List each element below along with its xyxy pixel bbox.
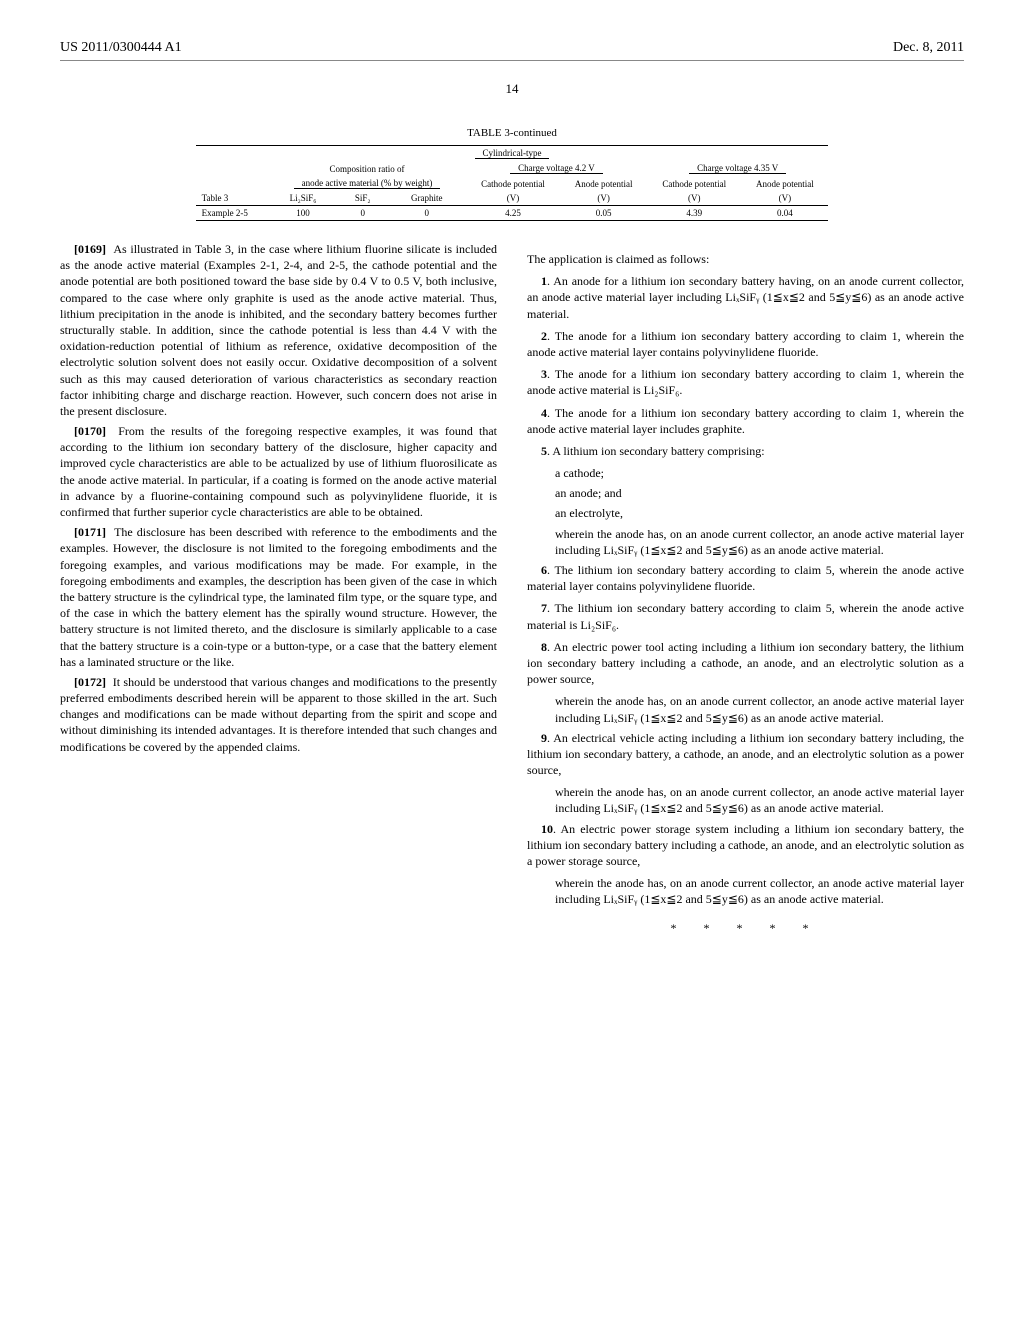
para-num: [0172] (74, 675, 106, 689)
claims-intro: The application is claimed as follows: (527, 251, 964, 267)
cell: 100 (268, 206, 338, 221)
claim-text: . The anode for a lithium ion secondary … (527, 329, 964, 359)
col-anode-pot-2: Anode potential (741, 176, 828, 191)
claim-5-sub: a cathode; (545, 465, 964, 481)
col-group-charge1: Charge voltage 4.2 V (510, 163, 603, 174)
doc-date: Dec. 8, 2011 (893, 40, 964, 56)
col-group-composition-sub: anode active material (% by weight) (294, 178, 441, 189)
col-group-composition: Composition ratio of (268, 161, 466, 176)
col-label: Table 3 (196, 191, 269, 206)
claim-2: 2. The anode for a lithium ion secondary… (527, 328, 964, 360)
cell: 0.05 (560, 206, 647, 221)
claim-7: 7. The lithium ion secondary battery acc… (527, 600, 964, 632)
claim-5-sub: an anode; and (545, 485, 964, 501)
claim-text: . The anode for a lithium ion secondary … (527, 406, 964, 436)
cell: 0 (338, 206, 388, 221)
claim-text: . The lithium ion secondary battery acco… (527, 563, 964, 593)
row-label: Example 2-5 (196, 206, 269, 221)
left-column: [0169] As illustrated in Table 3, in the… (60, 241, 497, 936)
doc-number: US 2011/0300444 A1 (60, 40, 182, 56)
page-header: US 2011/0300444 A1 Dec. 8, 2011 (60, 40, 964, 61)
para-text: From the results of the foregoing respec… (60, 424, 497, 519)
claim-4: 4. The anode for a lithium ion secondary… (527, 405, 964, 437)
claim-6: 6. The lithium ion secondary battery acc… (527, 562, 964, 594)
claim-num: 10 (541, 822, 553, 836)
cell: 4.39 (647, 206, 741, 221)
claim-3: 3. The anode for a lithium ion secondary… (527, 366, 964, 398)
unit-v4: (V) (741, 191, 828, 206)
unit-v2: (V) (560, 191, 647, 206)
cell: 4.25 (466, 206, 560, 221)
col-sif2: SiF₂ (338, 191, 388, 206)
claim-text: . The lithium ion secondary battery acco… (527, 601, 964, 631)
col-anode-pot-1: Anode potential (560, 176, 647, 191)
claim-8-sub: wherein the anode has, on an anode curre… (545, 693, 964, 725)
paragraph-0171: [0171] The disclosure has been described… (60, 524, 497, 670)
claim-5-sub: an electrolyte, (545, 505, 964, 521)
para-text: The disclosure has been described with r… (60, 525, 497, 669)
col-cathode-pot-2: Cathode potential (647, 176, 741, 191)
two-column-body: [0169] As illustrated in Table 3, in the… (60, 241, 964, 936)
claim-8: 8. An electric power tool acting includi… (527, 639, 964, 688)
claim-text: . An electrical vehicle acting including… (527, 731, 964, 777)
claim-text: . The anode for a lithium ion secondary … (527, 367, 964, 397)
para-num: [0171] (74, 525, 106, 539)
unit-v1: (V) (466, 191, 560, 206)
claim-10: 10. An electric power storage system inc… (527, 821, 964, 870)
cell: 0 (388, 206, 466, 221)
claim-9-sub: wherein the anode has, on an anode curre… (545, 784, 964, 816)
paragraph-0170: [0170] From the results of the foregoing… (60, 423, 497, 520)
table-subcaption: Cylindrical-type (475, 148, 550, 159)
claim-text: . An electric power tool acting includin… (527, 640, 964, 686)
claim-text: . An anode for a lithium ion secondary b… (527, 274, 964, 320)
claim-9: 9. An electrical vehicle acting includin… (527, 730, 964, 779)
cell: 0.04 (741, 206, 828, 221)
claim-text: . A lithium ion secondary battery compri… (547, 444, 765, 458)
col-group-charge2: Charge voltage 4.35 V (689, 163, 786, 174)
page-number: 14 (60, 81, 964, 97)
para-text: It should be understood that various cha… (60, 675, 497, 754)
col-li2sif6: Li₂SiF₆ (268, 191, 338, 206)
col-cathode-pot-1: Cathode potential (466, 176, 560, 191)
claim-1: 1. An anode for a lithium ion secondary … (527, 273, 964, 322)
para-num: [0170] (74, 424, 106, 438)
table-row: Example 2-5 100 0 0 4.25 0.05 4.39 0.04 (196, 206, 829, 221)
col-graphite: Graphite (388, 191, 466, 206)
claim-10-sub: wherein the anode has, on an anode curre… (545, 875, 964, 907)
table-3-continued: TABLE 3-continued Cylindrical-type Compo… (196, 127, 829, 221)
data-table: Cylindrical-type Composition ratio of Ch… (196, 145, 829, 221)
para-num: [0169] (74, 242, 106, 256)
unit-v3: (V) (647, 191, 741, 206)
claim-text: . An electric power storage system inclu… (527, 822, 964, 868)
paragraph-0172: [0172] It should be understood that vari… (60, 674, 497, 755)
para-text: As illustrated in Table 3, in the case w… (60, 242, 497, 418)
claim-5: 5. A lithium ion secondary battery compr… (527, 443, 964, 459)
end-mark: * * * * * (527, 920, 964, 936)
right-column: The application is claimed as follows: 1… (527, 241, 964, 936)
claim-5-sub: wherein the anode has, on an anode curre… (545, 526, 964, 558)
table-caption: TABLE 3-continued (196, 127, 829, 139)
paragraph-0169: [0169] As illustrated in Table 3, in the… (60, 241, 497, 419)
